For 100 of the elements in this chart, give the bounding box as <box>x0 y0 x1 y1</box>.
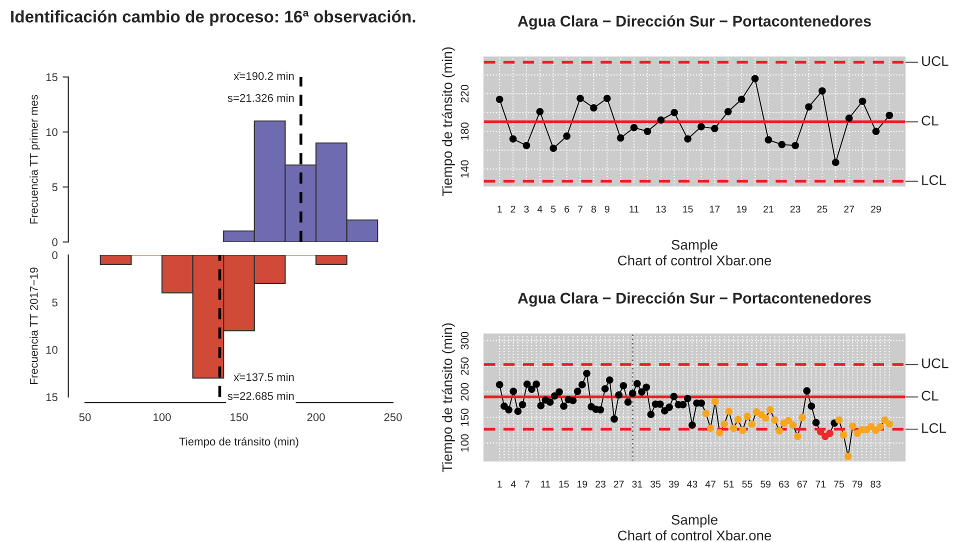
ref-line-label: LCL <box>922 423 946 433</box>
y-axis-title: Frecuencia TT primer mes <box>30 94 40 224</box>
point <box>818 87 826 95</box>
ref-line-label: CL <box>922 390 938 401</box>
point <box>616 134 624 142</box>
y-tick-label: 0 <box>52 238 58 246</box>
point <box>751 74 759 82</box>
x-tick-label: 19 <box>736 206 746 213</box>
point <box>496 96 504 104</box>
x-tick-label: 31 <box>632 480 642 488</box>
x-tick-label: 27 <box>844 206 854 212</box>
x-tick-label: 75 <box>834 480 844 488</box>
point <box>644 128 652 136</box>
y-tick-label: 300 <box>460 332 469 350</box>
point <box>858 98 866 105</box>
x-tick-label: 1 <box>498 206 502 212</box>
point <box>738 96 746 104</box>
x-tick-label: 55 <box>742 480 752 488</box>
text: Chart of control Xbar.one <box>618 255 772 266</box>
point <box>630 124 638 132</box>
chart-title: Agua Clara − Dirección Sur − Portacontenedores <box>518 15 871 30</box>
x-tick-label: 13 <box>656 206 666 213</box>
x-tick-label: 25 <box>817 206 828 213</box>
annotation: x̄=137.5 min <box>234 372 294 382</box>
y-axis-title: Tiempo de tránsito (min) <box>442 47 455 196</box>
point <box>522 142 530 150</box>
annotation: s=22.685 min <box>228 392 294 400</box>
point <box>563 132 570 140</box>
x-tick-label: 39 <box>668 480 679 488</box>
x-tick-label: 9 <box>604 206 610 213</box>
x-tick-label: 47 <box>705 480 716 488</box>
x-tick-label: 43 <box>687 480 698 488</box>
point <box>550 144 558 152</box>
point <box>778 140 786 148</box>
x-tick-label: 71 <box>816 480 826 488</box>
x-tick-label: 17 <box>710 206 720 212</box>
point <box>792 142 799 150</box>
text: Chart of control Xbar.one <box>618 530 772 540</box>
x-tick-label: 3 <box>524 206 529 213</box>
y-tick-label: 5 <box>52 183 58 192</box>
ref-line-label: CL <box>922 116 938 126</box>
x-tick-label: 29 <box>871 206 881 213</box>
x-tick-label: 7 <box>578 206 582 212</box>
x-tick-label: 100 <box>154 413 171 422</box>
ref-line-label: UCL <box>922 56 948 66</box>
x-tick-label: 11 <box>630 206 639 212</box>
x-tick-label: 59 <box>760 480 771 488</box>
x-tick-label: 21 <box>764 206 774 212</box>
chart-title: Identificación cambio de proceso: 16ª observación. <box>11 10 416 26</box>
x-tick-label: 200 <box>307 413 325 422</box>
x-tick-label: 2 <box>510 206 516 212</box>
x-tick-label: 4 <box>537 206 542 212</box>
x-tick-label: 15 <box>683 206 693 213</box>
x-tick-label: 250 <box>384 413 402 422</box>
y-tick-label: 200 <box>460 383 469 401</box>
x-tick-label: 19 <box>577 480 588 488</box>
point <box>509 135 517 143</box>
ref-line-label: LCL <box>922 175 946 186</box>
point <box>872 128 880 136</box>
x-tick-label: 35 <box>650 480 661 488</box>
x-tick-label: 6 <box>564 206 570 213</box>
x-tick-label: 150 <box>230 413 248 422</box>
y-tick-label: 140 <box>460 160 469 178</box>
x-tick-label: 8 <box>591 206 596 213</box>
point <box>764 136 772 144</box>
y-tick-label: 10 <box>46 128 58 136</box>
x-axis-title: Sample <box>672 514 718 528</box>
x-tick-label: 79 <box>852 480 862 488</box>
point <box>590 104 598 112</box>
point <box>603 94 611 102</box>
y-tick-label: 250 <box>460 357 469 375</box>
x-tick-label: 63 <box>779 480 789 488</box>
x-tick-label: 11 <box>541 480 550 488</box>
x-tick-label: 50 <box>79 413 91 422</box>
ref-line-label: UCL <box>922 358 948 368</box>
y-tick-label: 5 <box>52 298 58 306</box>
x-tick-label: 7 <box>524 480 530 488</box>
point <box>536 108 544 116</box>
point <box>832 158 840 166</box>
x-tick-label: 83 <box>870 480 881 488</box>
point <box>684 135 692 143</box>
point <box>724 108 732 116</box>
point <box>886 112 894 120</box>
x-tick-label: 67 <box>797 480 808 488</box>
x-tick-label: 23 <box>596 480 606 488</box>
x-tick-label: 27 <box>614 480 624 488</box>
y-tick-label: 15 <box>46 393 58 402</box>
x-tick-label: 1 <box>498 480 502 488</box>
point <box>657 116 665 124</box>
point <box>805 103 812 111</box>
x-axis-title: Tiempo de tránsito (min) <box>179 437 298 448</box>
chart-title: Agua Clara − Dirección Sur − Portacontenedores <box>518 292 871 307</box>
point <box>670 108 678 116</box>
point <box>698 123 705 130</box>
annotation: s=21.326 min <box>228 94 294 102</box>
x-tick-label: 23 <box>790 206 800 213</box>
x-tick-label: 51 <box>724 480 734 488</box>
y-tick-label: 0 <box>52 251 58 260</box>
x-tick-label: 15 <box>559 480 569 488</box>
point <box>710 124 718 132</box>
